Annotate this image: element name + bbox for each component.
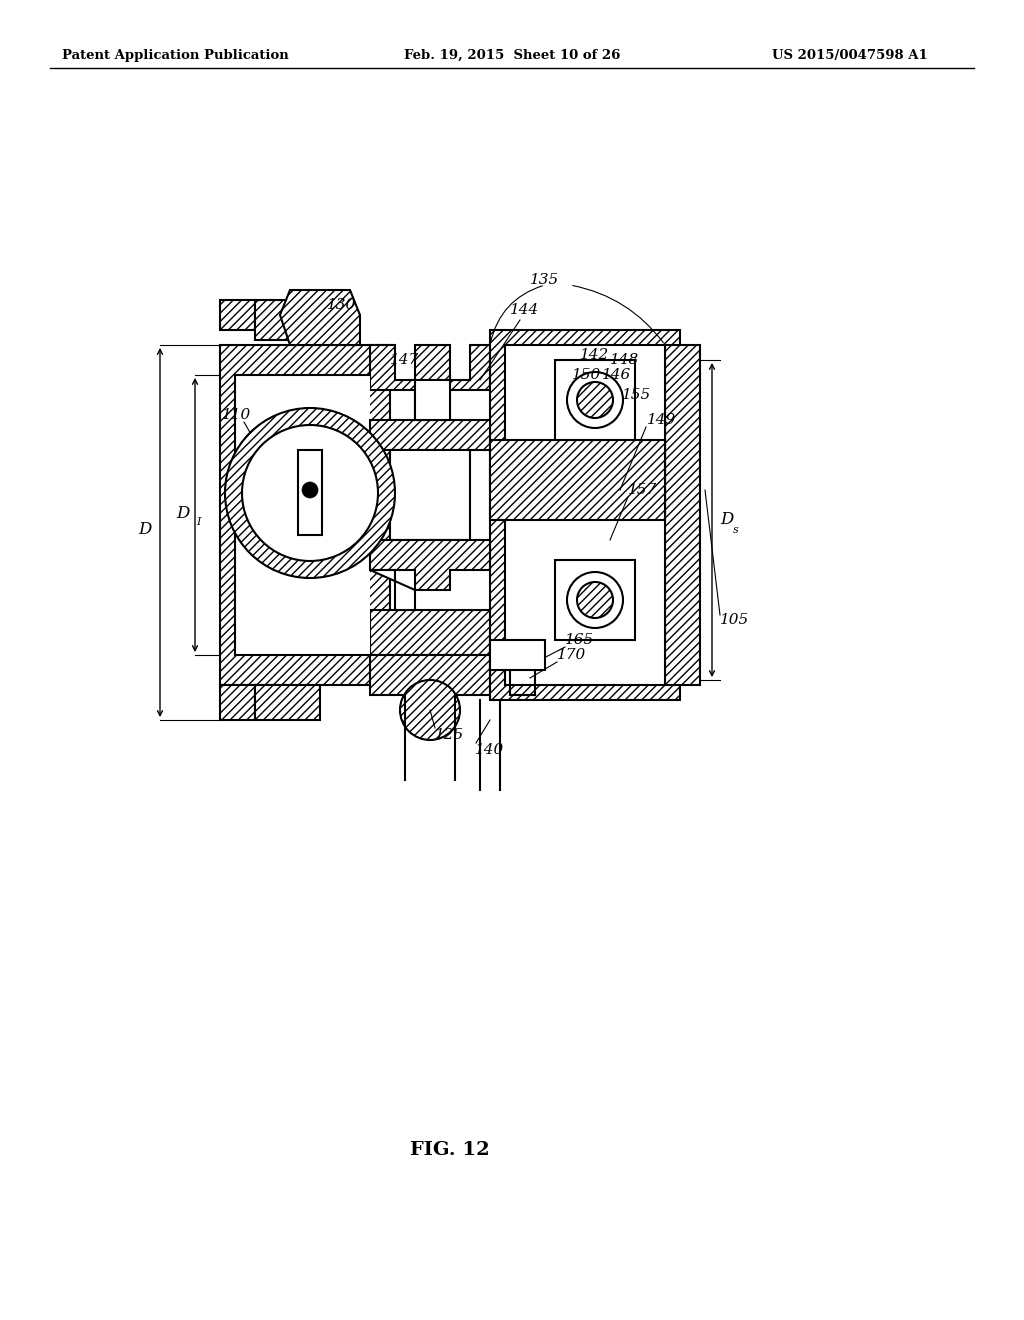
- Text: 105: 105: [720, 612, 750, 627]
- Polygon shape: [370, 420, 490, 450]
- Polygon shape: [255, 685, 319, 719]
- Polygon shape: [505, 345, 665, 685]
- Polygon shape: [298, 450, 322, 535]
- Circle shape: [577, 381, 613, 418]
- Text: 144: 144: [510, 304, 540, 317]
- Polygon shape: [415, 380, 450, 420]
- Text: Patent Application Publication: Patent Application Publication: [61, 49, 289, 62]
- Text: D: D: [176, 504, 189, 521]
- Polygon shape: [665, 345, 700, 685]
- Text: 146: 146: [602, 368, 631, 381]
- Circle shape: [225, 408, 395, 578]
- Text: Feb. 19, 2015  Sheet 10 of 26: Feb. 19, 2015 Sheet 10 of 26: [403, 49, 621, 62]
- Text: 142: 142: [580, 348, 609, 362]
- Text: 140: 140: [475, 743, 504, 756]
- Polygon shape: [555, 360, 635, 440]
- Text: 110: 110: [222, 408, 251, 422]
- Circle shape: [302, 482, 318, 498]
- Circle shape: [567, 572, 623, 628]
- Polygon shape: [390, 450, 470, 540]
- Text: 155: 155: [622, 388, 651, 403]
- Circle shape: [242, 425, 378, 561]
- Circle shape: [577, 582, 613, 618]
- Text: 135: 135: [530, 273, 559, 286]
- Polygon shape: [370, 345, 490, 420]
- Polygon shape: [555, 560, 635, 640]
- Polygon shape: [490, 640, 545, 671]
- Text: I: I: [196, 517, 201, 527]
- Text: 130: 130: [327, 298, 356, 312]
- Polygon shape: [280, 290, 360, 345]
- Polygon shape: [220, 685, 255, 719]
- Text: FIG. 12: FIG. 12: [411, 1140, 489, 1159]
- Circle shape: [567, 372, 623, 428]
- Text: 150: 150: [572, 368, 601, 381]
- Polygon shape: [490, 330, 680, 700]
- Polygon shape: [220, 300, 255, 330]
- Polygon shape: [490, 440, 665, 520]
- Text: s: s: [733, 525, 738, 535]
- Polygon shape: [220, 345, 390, 685]
- Text: D: D: [138, 521, 152, 539]
- Text: 149: 149: [647, 413, 676, 426]
- Text: 157: 157: [628, 483, 657, 498]
- Text: 170: 170: [557, 648, 587, 663]
- Text: 147: 147: [390, 352, 419, 367]
- Text: 165: 165: [565, 634, 594, 647]
- Text: 148: 148: [610, 352, 639, 367]
- Polygon shape: [255, 300, 319, 341]
- Text: D: D: [720, 511, 733, 528]
- Polygon shape: [370, 570, 415, 610]
- Circle shape: [400, 680, 460, 741]
- Polygon shape: [234, 375, 370, 655]
- Text: 125: 125: [435, 729, 464, 742]
- Text: US 2015/0047598 A1: US 2015/0047598 A1: [772, 49, 928, 62]
- Polygon shape: [370, 540, 490, 590]
- Polygon shape: [370, 610, 490, 655]
- Polygon shape: [370, 655, 490, 696]
